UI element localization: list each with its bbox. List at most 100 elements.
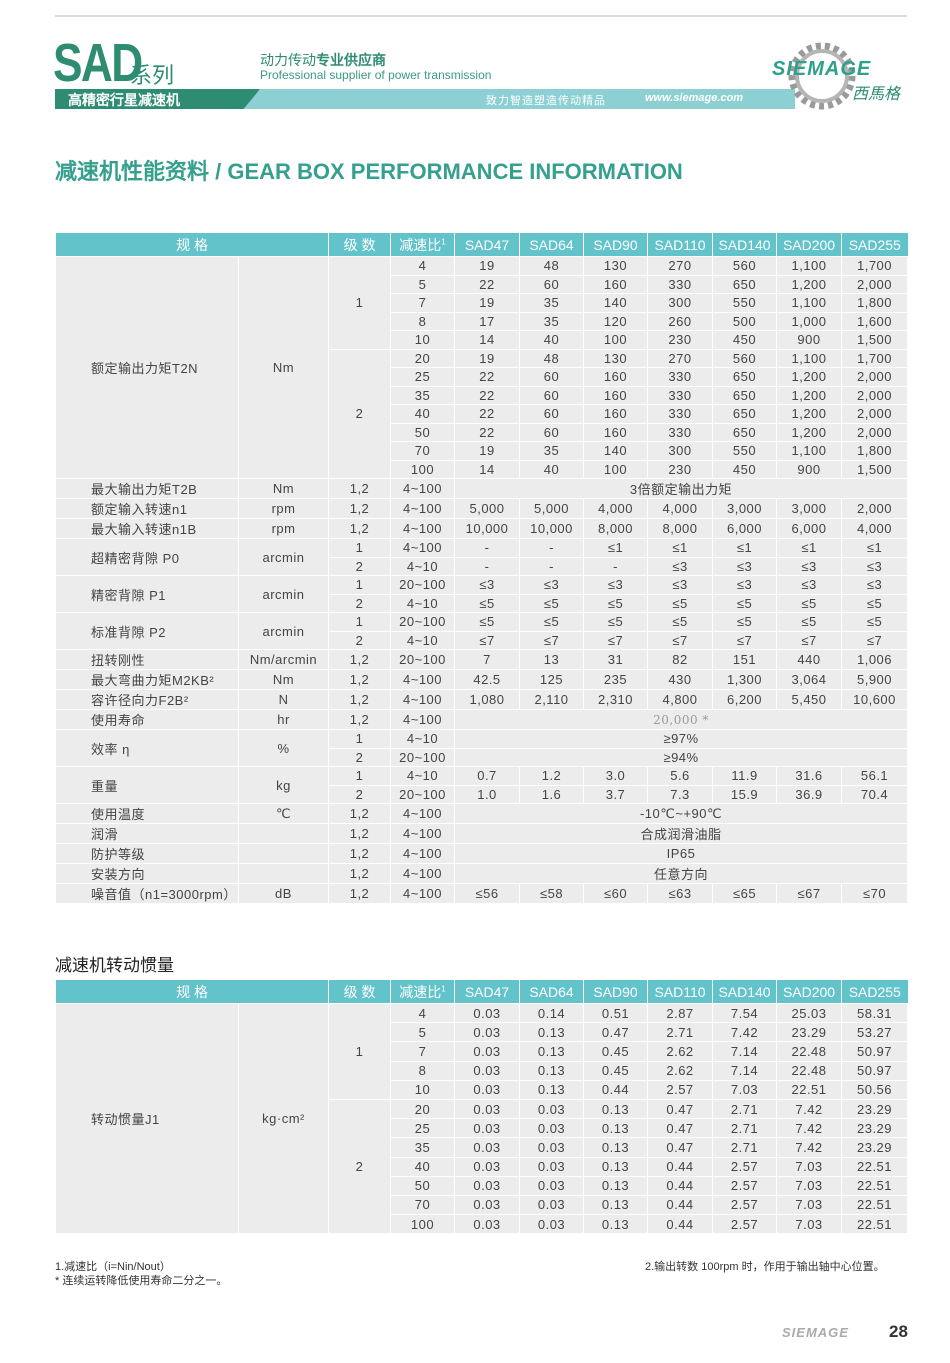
spec-name: 容许径向力F2B² — [55, 689, 239, 710]
ratio-cell: 8 — [390, 1060, 456, 1081]
value-cell: 560 — [712, 348, 778, 368]
value-cell: 3.0 — [583, 766, 649, 786]
table-row: 25 22 60 160 330 650 1,200 2,000 — [56, 367, 909, 387]
ratio-cell: 4~100 — [390, 478, 456, 499]
table-row: 使用温度 ℃ 1,2 4~100 -10℃~+90℃ — [55, 803, 909, 824]
value-cell: 550 — [712, 293, 778, 313]
column-header: SAD47 — [454, 980, 520, 1004]
value-cell: 2,000 — [841, 385, 909, 405]
value-cell: 19 — [454, 441, 521, 461]
value-cell: ≤3 — [712, 575, 778, 595]
ratio-cell: 4~100 — [390, 518, 456, 539]
slogan: 致力智造塑造传动精品 — [486, 95, 606, 107]
value-cell: 100 — [583, 459, 649, 479]
value-cell: 0.13 — [583, 1175, 649, 1196]
value-cell: 7.03 — [776, 1194, 843, 1216]
value-cell: 7.42 — [712, 1022, 778, 1043]
ratio-cell: 4~10 — [390, 593, 456, 613]
value-cell: 900 — [776, 459, 843, 479]
value-cell: 2,110 — [519, 689, 585, 710]
table-row: 10 14 40 100 230 450 900 1,500 — [56, 330, 909, 350]
value-cell: 330 — [647, 385, 714, 405]
ratio-cell: 20 — [390, 348, 456, 368]
value-cell: 560 — [712, 256, 778, 276]
value-cell: 160 — [583, 385, 649, 405]
stage-cell: 1,2 — [328, 518, 392, 539]
value-cell: 2.57 — [712, 1214, 778, 1235]
value-cell: 5,000 — [519, 498, 585, 519]
value-cell: 0.47 — [647, 1098, 714, 1120]
value-cell: 160 — [583, 274, 649, 294]
value-cell: 270 — [647, 348, 714, 368]
column-header: SAD140 — [712, 233, 777, 257]
spec-unit: hr — [237, 709, 330, 730]
value-cell: ≤67 — [776, 883, 843, 904]
column-header: 级 数 — [328, 233, 391, 257]
value-cell: 0.47 — [583, 1022, 649, 1043]
value-cell: 650 — [712, 422, 778, 442]
value-cell: 130 — [583, 348, 649, 368]
value-cell: 6,000 — [712, 518, 778, 539]
gear-logo-icon — [788, 42, 856, 110]
table-row: 使用寿命 hr 1,2 4~100 20,000 * — [55, 709, 909, 730]
value-cell: 0.47 — [647, 1118, 714, 1139]
value-cell: 0.45 — [583, 1060, 649, 1081]
stage-cell: 2 — [328, 556, 392, 576]
value-cell: 22.48 — [776, 1060, 843, 1081]
ratio-cell: 25 — [390, 367, 456, 387]
ratio-cell: 20~100 — [390, 784, 456, 804]
value-cell: ≤5 — [454, 593, 521, 613]
value-cell: 36.9 — [776, 784, 843, 804]
ratio-cell: 4~100 — [390, 863, 456, 884]
spec-unit: arcmin — [237, 538, 330, 576]
value-cell: 160 — [583, 422, 649, 442]
table-row: 安装方向 1,2 4~100 任意方向 — [55, 863, 909, 884]
value-cell: ≤3 — [841, 556, 909, 576]
value-cell: 1,100 — [776, 256, 843, 276]
value-cell: ≤7 — [519, 630, 585, 650]
spec-unit: ℃ — [237, 803, 330, 824]
value-cell: 0.03 — [519, 1098, 585, 1120]
value-cell: 650 — [712, 385, 778, 405]
table-row: 噪音值（n1=3000rpm） dB 1,2 4~100 ≤56 ≤58 ≤60 ≤63 ≤65… — [55, 883, 909, 904]
value-cell: 0.47 — [647, 1137, 714, 1158]
table-row: 转动惯量J1 kg·cm² 1 4 0.03 0.14 0.51 2.87 7.54 25.03 5… — [55, 1002, 909, 1235]
ratio-cell: 40 — [390, 404, 456, 424]
footnote-ratio: 1.减速比（i=Nin/Nout） — [55, 1261, 171, 1273]
value-cell: ≤5 — [776, 593, 843, 613]
value-cell: 2.62 — [647, 1060, 714, 1081]
value-cell: 450 — [712, 459, 778, 479]
footer-brand: SIEMAGE — [782, 1325, 849, 1340]
column-header: SAD64 — [519, 233, 584, 257]
stage-cell: 1 — [328, 538, 392, 558]
spec-name: 防护等级 — [55, 843, 239, 864]
ratio-footnote-marker: 1 — [441, 236, 446, 246]
value-cell: 1,200 — [776, 422, 843, 442]
value-cell: 2,000 — [841, 498, 909, 519]
value-cell: 300 — [647, 441, 714, 461]
value-cell: 7.54 — [712, 1002, 778, 1024]
value-cell: 7.14 — [712, 1041, 778, 1062]
value-cell: 650 — [712, 367, 778, 387]
value-cell: ≤7 — [841, 630, 909, 650]
value-cell: 0.03 — [519, 1214, 585, 1235]
spec-name: 精密背隙 P1 — [55, 575, 239, 613]
value-cell: 8,000 — [647, 518, 714, 539]
value-cell: 140 — [583, 293, 649, 313]
header-row: 规 格级 数减速比1 SAD47 SAD64 SAD90 SAD110 SAD140 SAD… — [54, 980, 908, 1004]
value-cell: 15.9 — [712, 784, 778, 804]
column-header: 规 格 — [54, 233, 329, 257]
value-cell: 4,000 — [841, 518, 909, 539]
value-cell: - — [519, 538, 585, 558]
stage-cell: 1 — [328, 575, 392, 595]
stage-cell: 1,2 — [328, 883, 392, 904]
value-cell: 0.03 — [454, 1175, 521, 1196]
value-cell: 0.13 — [519, 1079, 585, 1100]
ratio-cell: 4 — [390, 256, 456, 276]
value-cell: 3,000 — [712, 498, 778, 519]
value-cell: 60 — [519, 422, 585, 442]
spec-name: 转动惯量J1 — [55, 1002, 239, 1235]
value-cell: 22 — [454, 274, 521, 294]
value-cell: 0.45 — [583, 1041, 649, 1062]
spec-unit: Nm — [237, 256, 330, 479]
